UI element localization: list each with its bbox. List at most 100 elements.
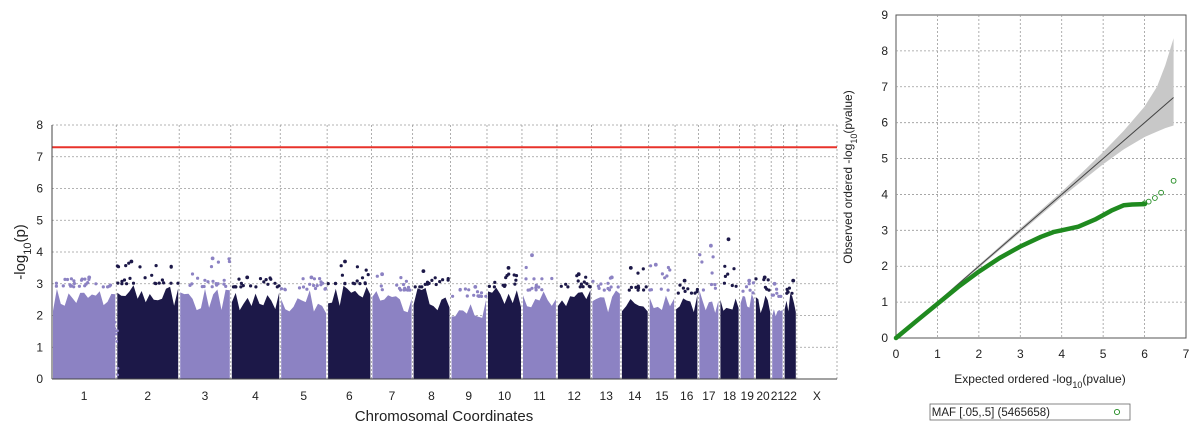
chromosome-13-band	[592, 290, 620, 379]
snp-peak-point	[421, 269, 426, 273]
snp-point	[713, 286, 718, 290]
snp-point	[262, 280, 266, 284]
snp-point	[732, 267, 736, 271]
snp-point	[211, 279, 215, 283]
snp-point	[726, 272, 730, 276]
snp-point	[730, 283, 734, 288]
snp-point	[597, 286, 601, 290]
chromosome-3-points	[180, 256, 231, 379]
snp-point	[339, 264, 343, 268]
snp-point	[297, 286, 302, 290]
manhattan-y-tick: 8	[36, 118, 43, 132]
snp-point	[524, 277, 528, 281]
manhattan-x-tick: 22	[784, 389, 798, 403]
snp-point	[160, 278, 164, 282]
chromosome-9-band	[451, 300, 486, 379]
chromosome-14-points	[621, 266, 648, 379]
snp-point	[399, 276, 403, 280]
snp-point	[540, 277, 544, 281]
manhattan-x-tick: 20	[756, 389, 770, 403]
chromosome-16-points	[676, 278, 700, 379]
snp-point	[504, 276, 508, 280]
snp-point	[627, 288, 631, 292]
snp-point	[227, 257, 231, 261]
snp-point	[484, 294, 488, 298]
qq-grid	[896, 15, 1186, 338]
snp-point	[430, 278, 434, 282]
manhattan-x-tick: 4	[252, 389, 259, 403]
snp-point	[710, 271, 714, 275]
snp-point	[777, 294, 781, 298]
snp-peak-point	[791, 278, 796, 283]
snp-point	[116, 265, 121, 269]
chromosome-4-points	[231, 275, 281, 379]
snp-point	[775, 287, 779, 291]
snp-point	[629, 285, 634, 289]
snp-point	[113, 327, 117, 330]
qq-x-title: Expected ordered -log10(pvalue)	[954, 372, 1125, 390]
snp-peak-point	[762, 275, 767, 280]
snp-point	[54, 284, 59, 288]
snp-point	[591, 279, 595, 283]
snp-point	[463, 287, 467, 291]
manhattan-x-tick: 16	[680, 389, 694, 403]
snp-point	[131, 281, 136, 285]
snp-point	[475, 290, 480, 294]
qq-y-tick: 4	[881, 187, 888, 201]
snp-point	[477, 294, 482, 298]
snp-point	[360, 276, 365, 280]
manhattan-x-tick: 2	[144, 389, 151, 403]
chromosome-22-band	[784, 294, 796, 379]
snp-point	[579, 282, 584, 286]
snp-point	[326, 282, 330, 286]
snp-point	[423, 282, 427, 286]
snp-peak-point	[772, 281, 777, 286]
snp-point	[153, 281, 157, 285]
snp-point	[513, 282, 517, 286]
snp-point	[273, 281, 277, 285]
snp-peak-point	[87, 275, 92, 280]
snp-point	[606, 281, 610, 285]
snp-point	[94, 282, 98, 286]
snp-point	[319, 283, 323, 287]
snp-point	[668, 268, 672, 272]
snp-point	[659, 287, 663, 291]
chromosome-9-points	[451, 285, 488, 379]
snp-point	[765, 287, 769, 291]
manhattan-x-tick: 1	[81, 389, 88, 403]
snp-point	[319, 280, 323, 284]
snp-peak-point	[682, 278, 687, 283]
snp-point	[106, 285, 110, 289]
qq-x-tick: 2	[976, 347, 983, 361]
qq-y-title: Observed ordered -log10(pvalue)	[841, 90, 859, 263]
snp-point	[109, 366, 112, 369]
chromosome-16-band	[676, 294, 698, 379]
snp-point	[451, 294, 455, 298]
manhattan-x-tick: 12	[568, 389, 582, 403]
snp-point	[514, 278, 518, 282]
snp-point	[313, 286, 318, 291]
snp-point	[683, 289, 687, 293]
snp-point	[312, 277, 316, 281]
qq-y-tick: 5	[881, 152, 888, 166]
snp-point	[122, 278, 127, 282]
manhattan-y-tick: 0	[36, 372, 43, 386]
snp-point	[479, 291, 484, 295]
chromosome-17-points	[698, 243, 719, 379]
snp-point	[318, 277, 322, 281]
snp-point	[222, 282, 226, 286]
snp-point	[701, 288, 706, 292]
manhattan-x-tick: 5	[300, 389, 307, 403]
snp-point	[550, 276, 554, 281]
snp-point	[227, 259, 231, 264]
snp-point	[588, 285, 592, 289]
snp-point	[681, 286, 686, 290]
snp-peak-point	[576, 272, 581, 277]
snp-point	[665, 274, 669, 278]
snp-point	[124, 264, 128, 268]
snp-point	[676, 291, 680, 295]
snp-point	[524, 265, 528, 270]
snp-point	[713, 283, 717, 287]
